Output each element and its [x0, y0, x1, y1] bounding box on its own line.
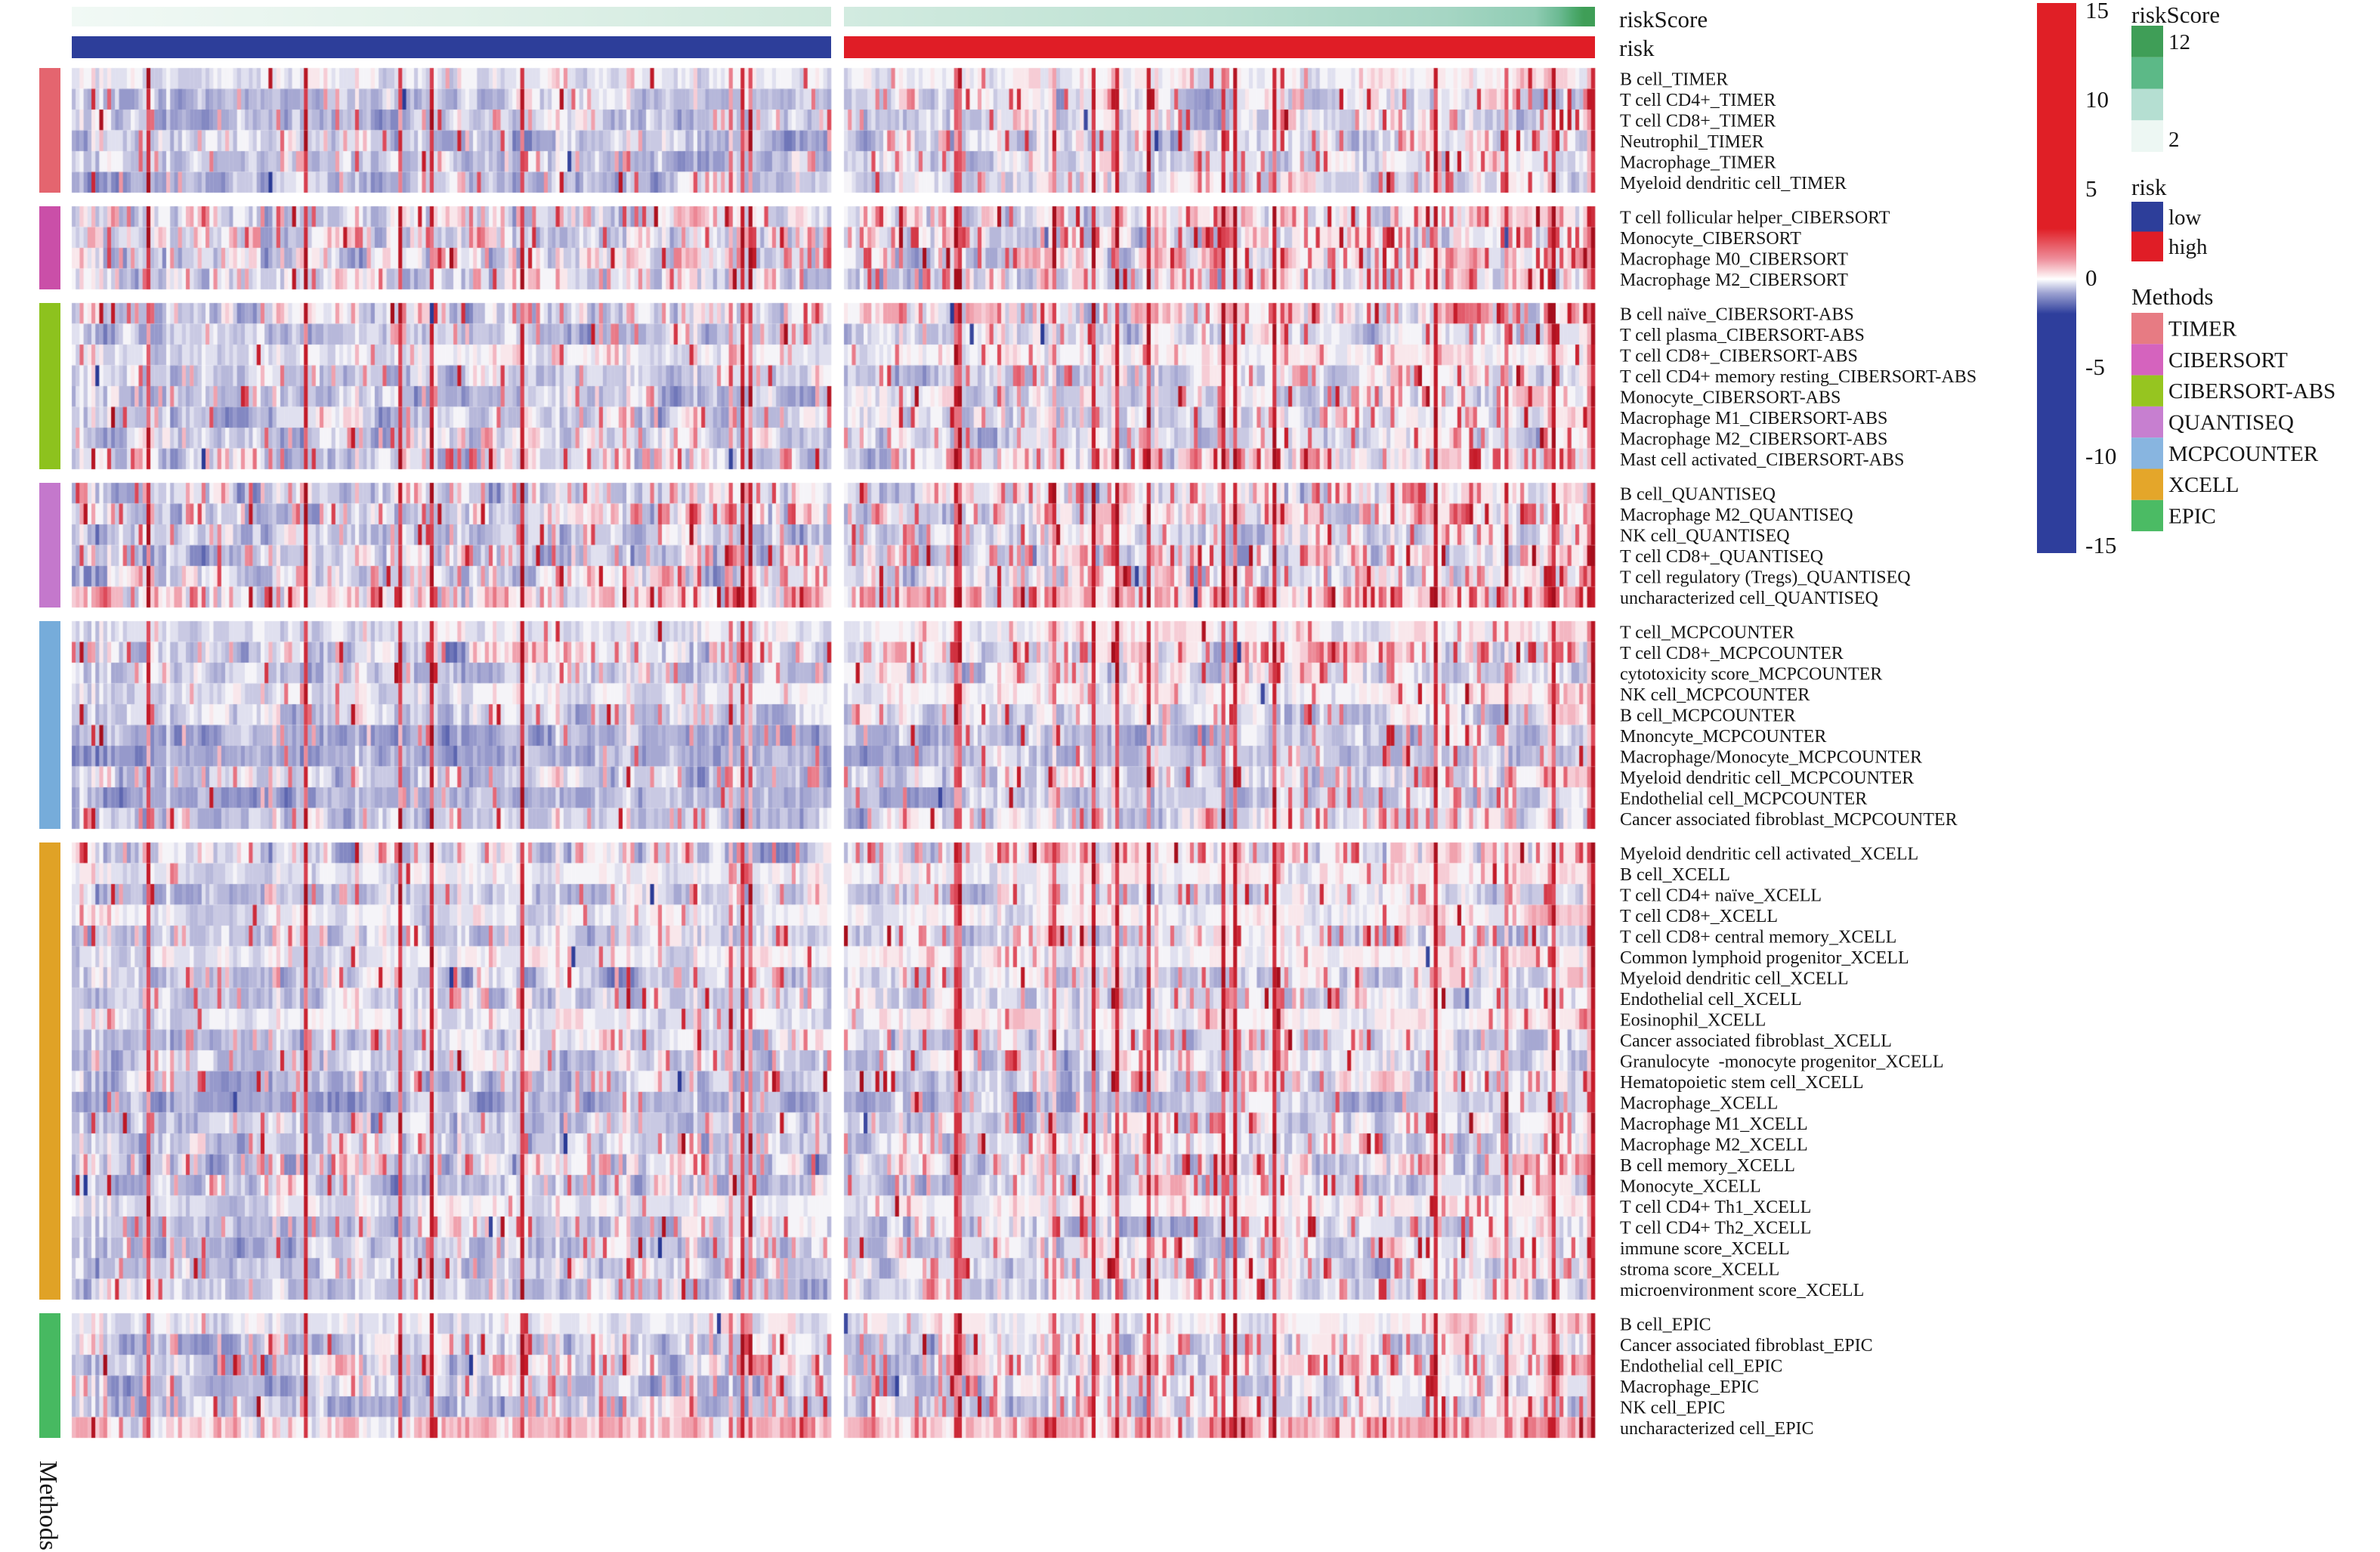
- svg-text:T cell regulatory (Tregs)_QUAN: T cell regulatory (Tregs)_QUANTISEQ: [1620, 567, 1911, 587]
- svg-text:Macrophage M2_XCELL: Macrophage M2_XCELL: [1620, 1135, 1808, 1155]
- svg-text:high: high: [2168, 235, 2208, 259]
- svg-text:QUANTISEQ: QUANTISEQ: [2168, 411, 2294, 435]
- svg-text:uncharacterized cell_EPIC: uncharacterized cell_EPIC: [1620, 1419, 1814, 1439]
- svg-text:T cell CD8+_TIMER: T cell CD8+_TIMER: [1620, 111, 1776, 131]
- svg-text:Cancer associated fibroblast_M: Cancer associated fibroblast_MCPCOUNTER: [1620, 810, 1958, 830]
- svg-text:Macrophage M2_QUANTISEQ: Macrophage M2_QUANTISEQ: [1620, 505, 1853, 525]
- svg-text:cytotoxicity score_MCPCOUNTER: cytotoxicity score_MCPCOUNTER: [1620, 664, 1882, 684]
- svg-text:CIBERSORT: CIBERSORT: [2168, 348, 2288, 373]
- svg-text:15: 15: [2085, 0, 2109, 23]
- svg-text:T cell CD4+ Th2_XCELL: T cell CD4+ Th2_XCELL: [1620, 1218, 1811, 1238]
- svg-text:T cell follicular helper_CIBER: T cell follicular helper_CIBERSORT: [1620, 208, 1890, 227]
- svg-text:low: low: [2168, 206, 2202, 230]
- svg-text:Myeloid dendritic cell_TIMER: Myeloid dendritic cell_TIMER: [1620, 174, 1847, 193]
- svg-text:Myeloid dendritic cell_MCPCOUN: Myeloid dendritic cell_MCPCOUNTER: [1620, 768, 1914, 788]
- svg-text:B cell naïve_CIBERSORT-ABS: B cell naïve_CIBERSORT-ABS: [1620, 305, 1854, 324]
- svg-text:Endothelial cell_XCELL: Endothelial cell_XCELL: [1620, 990, 1802, 1009]
- svg-text:Cancer associated fibroblast_E: Cancer associated fibroblast_EPIC: [1620, 1336, 1873, 1356]
- svg-text:microenvironment score_XCELL: microenvironment score_XCELL: [1620, 1281, 1864, 1300]
- svg-text:Hematopoietic stem cell_XCELL: Hematopoietic stem cell_XCELL: [1620, 1073, 1864, 1093]
- svg-text:T cell CD4+ Th1_XCELL: T cell CD4+ Th1_XCELL: [1620, 1198, 1811, 1217]
- svg-text:uncharacterized cell_QUANTISEQ: uncharacterized cell_QUANTISEQ: [1620, 589, 1878, 608]
- svg-text:NK cell_MCPCOUNTER: NK cell_MCPCOUNTER: [1620, 685, 1810, 705]
- svg-text:T cell plasma_CIBERSORT-ABS: T cell plasma_CIBERSORT-ABS: [1620, 326, 1865, 345]
- svg-text:riskScore: riskScore: [1619, 6, 1708, 32]
- svg-text:T cell CD4+ naïve_XCELL: T cell CD4+ naïve_XCELL: [1620, 886, 1822, 905]
- svg-text:Macrophage M1_XCELL: Macrophage M1_XCELL: [1620, 1115, 1808, 1134]
- svg-text:Macrophage M1_CIBERSORT-ABS: Macrophage M1_CIBERSORT-ABS: [1620, 409, 1887, 428]
- svg-text:Macrophage M2_CIBERSORT: Macrophage M2_CIBERSORT: [1620, 271, 1848, 290]
- svg-text:immune score_XCELL: immune score_XCELL: [1620, 1239, 1790, 1259]
- svg-text:Macrophage_EPIC: Macrophage_EPIC: [1620, 1377, 1759, 1397]
- svg-text:B cell_EPIC: B cell_EPIC: [1620, 1315, 1711, 1334]
- svg-text:B cell memory_XCELL: B cell memory_XCELL: [1620, 1156, 1795, 1176]
- svg-text:Endothelial cell_MCPCOUNTER: Endothelial cell_MCPCOUNTER: [1620, 789, 1867, 808]
- svg-text:T cell CD4+ memory resting_CIB: T cell CD4+ memory resting_CIBERSORT-ABS: [1620, 367, 1977, 387]
- svg-text:Eosinophil_XCELL: Eosinophil_XCELL: [1620, 1010, 1766, 1030]
- svg-text:TIMER: TIMER: [2168, 317, 2237, 342]
- svg-text:Macrophage_TIMER: Macrophage_TIMER: [1620, 153, 1776, 172]
- svg-text:NK cell_QUANTISEQ: NK cell_QUANTISEQ: [1620, 526, 1790, 546]
- svg-text:Mast cell activated_CIBERSORT-: Mast cell activated_CIBERSORT-ABS: [1620, 450, 1904, 470]
- svg-text:Common lymphoid progenitor_XCE: Common lymphoid progenitor_XCELL: [1620, 948, 1909, 968]
- svg-text:12: 12: [2168, 30, 2190, 54]
- svg-text:2: 2: [2168, 128, 2180, 152]
- svg-text:stroma score_XCELL: stroma score_XCELL: [1620, 1260, 1779, 1279]
- svg-text:0: 0: [2085, 264, 2097, 291]
- svg-text:Methods: Methods: [2131, 283, 2214, 310]
- svg-text:Myeloid dendritic cell activat: Myeloid dendritic cell activated_XCELL: [1620, 844, 1918, 864]
- svg-text:Monocyte_XCELL: Monocyte_XCELL: [1620, 1176, 1761, 1196]
- svg-text:Macrophage_XCELL: Macrophage_XCELL: [1620, 1093, 1778, 1113]
- svg-text:risk: risk: [1619, 35, 1655, 61]
- svg-text:Monocyte_CIBERSORT: Monocyte_CIBERSORT: [1620, 229, 1801, 249]
- svg-text:T cell CD8+ central memory_XCE: T cell CD8+ central memory_XCELL: [1620, 927, 1896, 947]
- svg-text:T cell_MCPCOUNTER: T cell_MCPCOUNTER: [1620, 623, 1794, 642]
- svg-text:CIBERSORT-ABS: CIBERSORT-ABS: [2168, 379, 2335, 403]
- svg-text:Granulocyte -monocyte progeni: Granulocyte -monocyte progenitor_XCELL: [1620, 1052, 1944, 1071]
- svg-text:T cell CD8+_CIBERSORT-ABS: T cell CD8+_CIBERSORT-ABS: [1620, 346, 1858, 366]
- svg-text:Methods: Methods: [34, 1461, 62, 1550]
- svg-text:B cell_QUANTISEQ: B cell_QUANTISEQ: [1620, 484, 1776, 504]
- svg-text:MCPCOUNTER: MCPCOUNTER: [2168, 442, 2319, 466]
- svg-text:Macrophage/Monocyte_MCPCOUNTER: Macrophage/Monocyte_MCPCOUNTER: [1620, 747, 1922, 767]
- svg-text:-5: -5: [2085, 354, 2105, 380]
- svg-text:EPIC: EPIC: [2168, 504, 2216, 528]
- svg-text:riskScore: riskScore: [2131, 2, 2220, 28]
- svg-text:Macrophage M2_CIBERSORT-ABS: Macrophage M2_CIBERSORT-ABS: [1620, 429, 1887, 449]
- svg-text:XCELL: XCELL: [2168, 473, 2239, 497]
- svg-text:Monocyte_CIBERSORT-ABS: Monocyte_CIBERSORT-ABS: [1620, 388, 1841, 407]
- svg-text:-15: -15: [2085, 532, 2116, 558]
- svg-text:B cell_TIMER: B cell_TIMER: [1620, 70, 1728, 89]
- svg-text:5: 5: [2085, 175, 2097, 202]
- svg-text:B cell_MCPCOUNTER: B cell_MCPCOUNTER: [1620, 706, 1796, 725]
- svg-text:T cell CD8+_MCPCOUNTER: T cell CD8+_MCPCOUNTER: [1620, 644, 1844, 663]
- svg-text:Mnoncyte_MCPCOUNTER: Mnoncyte_MCPCOUNTER: [1620, 727, 1826, 747]
- svg-text:Myeloid dendritic cell_XCELL: Myeloid dendritic cell_XCELL: [1620, 969, 1849, 988]
- svg-text:Cancer associated fibroblast_X: Cancer associated fibroblast_XCELL: [1620, 1031, 1892, 1051]
- svg-text:T cell CD4+_TIMER: T cell CD4+_TIMER: [1620, 91, 1776, 110]
- svg-text:Endothelial cell_EPIC: Endothelial cell_EPIC: [1620, 1356, 1782, 1376]
- svg-text:T cell CD8+_QUANTISEQ: T cell CD8+_QUANTISEQ: [1620, 547, 1823, 567]
- svg-text:Neutrophil_TIMER: Neutrophil_TIMER: [1620, 132, 1764, 152]
- svg-text:risk: risk: [2131, 174, 2167, 200]
- svg-text:-10: -10: [2085, 443, 2116, 469]
- svg-text:10: 10: [2085, 86, 2109, 113]
- svg-text:Macrophage M0_CIBERSORT: Macrophage M0_CIBERSORT: [1620, 249, 1848, 269]
- svg-text:T cell CD8+_XCELL: T cell CD8+_XCELL: [1620, 907, 1778, 926]
- svg-text:NK cell_EPIC: NK cell_EPIC: [1620, 1398, 1725, 1418]
- svg-text:B cell_XCELL: B cell_XCELL: [1620, 865, 1730, 885]
